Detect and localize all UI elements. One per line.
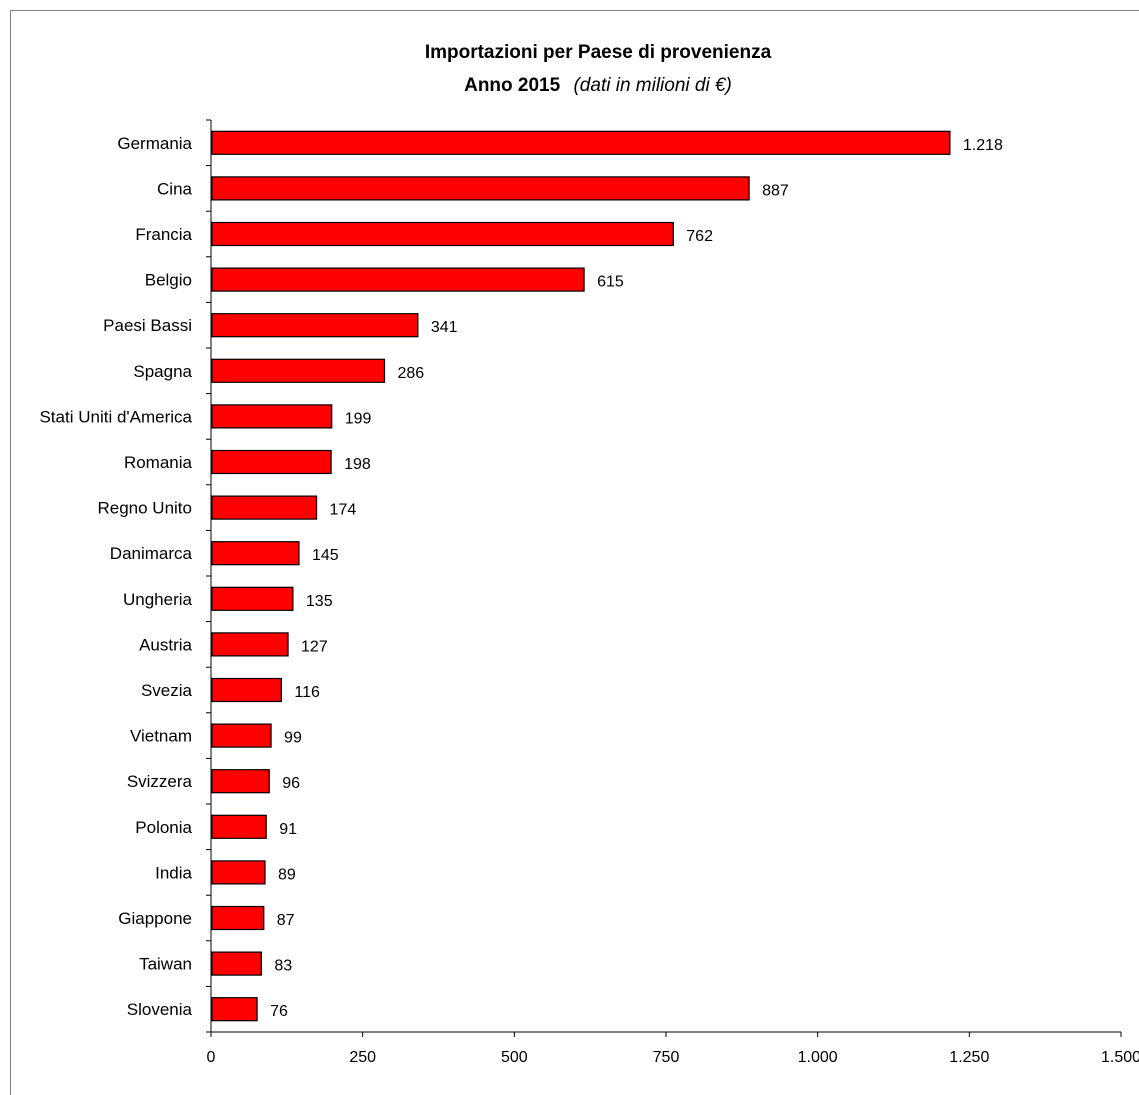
bar-12 — [211, 677, 282, 703]
bar-10 — [211, 586, 294, 611]
value-label: 341 — [431, 319, 458, 336]
bar-16 — [211, 860, 266, 885]
x-tick-label: 750 — [653, 1049, 680, 1066]
value-label: 76 — [270, 1003, 288, 1020]
value-label: 145 — [312, 547, 339, 564]
category-label: Svizzera — [127, 772, 193, 791]
x-tick-label: 250 — [349, 1049, 376, 1066]
category-label: Spagna — [133, 362, 192, 381]
category-label: Slovenia — [127, 1000, 193, 1019]
bar-3 — [211, 267, 585, 292]
category-label: Stati Uniti d'America — [39, 407, 192, 426]
category-label: Vietnam — [130, 727, 192, 746]
category-label: Giappone — [118, 909, 192, 928]
category-label: Paesi Bassi — [103, 316, 192, 335]
bar-15 — [211, 814, 267, 839]
value-label: 887 — [762, 182, 789, 199]
value-label: 174 — [330, 502, 357, 519]
bar-17 — [211, 905, 265, 931]
value-label: 89 — [278, 866, 296, 883]
bar-19 — [211, 997, 258, 1022]
x-tick-label: 1.000 — [798, 1049, 838, 1066]
x-tick-label: 1.500 — [1101, 1049, 1139, 1066]
value-label: 199 — [345, 410, 372, 427]
subtitle-year: Anno 2015 — [464, 75, 561, 96]
chart-title: Importazioni per Paese di provenienza — [425, 42, 772, 63]
value-label: 127 — [301, 638, 328, 655]
value-label: 1.218 — [963, 137, 1003, 154]
category-label: Polonia — [135, 818, 192, 837]
bar-5 — [211, 358, 386, 383]
bar-0 — [211, 130, 951, 155]
category-label: Cina — [157, 179, 193, 198]
category-label: Regno Unito — [97, 499, 192, 518]
category-label: Germania — [117, 134, 192, 153]
value-label: 198 — [344, 456, 371, 473]
bar-7 — [211, 449, 332, 475]
category-label: India — [155, 863, 192, 882]
category-label: Austria — [139, 635, 192, 654]
bar-2 — [211, 221, 674, 247]
bars-layer: Germania 1.218 Cina 887 Francia 762 Belgio 615 P… — [39, 130, 1003, 1022]
value-label: 615 — [597, 274, 624, 291]
category-label: Romania — [124, 453, 193, 472]
value-label: 96 — [282, 775, 300, 792]
category-label: Svezia — [141, 681, 193, 700]
value-label: 762 — [686, 228, 713, 245]
bar-13 — [211, 723, 272, 748]
x-tick-label: 500 — [501, 1049, 528, 1066]
bar-1 — [211, 176, 750, 201]
axes-layer: 0 250 500 750 1.000 1.250 1.500 — [206, 119, 1139, 1066]
value-label: 91 — [279, 821, 297, 838]
bar-11 — [211, 632, 289, 657]
category-label: Danimarca — [110, 544, 193, 563]
category-label: Belgio — [145, 271, 192, 290]
chart-subtitle: Anno 2015 (dati in milioni di €) — [464, 75, 732, 96]
category-label: Taiwan — [139, 955, 192, 974]
category-label: Francia — [135, 225, 192, 244]
x-tick-label: 0 — [207, 1049, 216, 1066]
value-label: 116 — [294, 684, 320, 701]
bar-14 — [211, 769, 270, 794]
subtitle-unit: (dati in milioni di €) — [573, 75, 731, 96]
bar-4 — [211, 313, 419, 338]
category-label: Ungheria — [123, 590, 193, 609]
bar-9 — [211, 541, 300, 566]
value-label: 99 — [284, 730, 302, 747]
value-label: 87 — [277, 912, 295, 929]
value-label: 286 — [398, 365, 425, 382]
x-tick-label: 1.250 — [949, 1049, 989, 1066]
value-label: 83 — [274, 958, 292, 975]
bar-18 — [211, 951, 262, 976]
bar-8 — [211, 495, 318, 520]
bar-6 — [211, 404, 333, 429]
value-label: 135 — [306, 593, 333, 610]
